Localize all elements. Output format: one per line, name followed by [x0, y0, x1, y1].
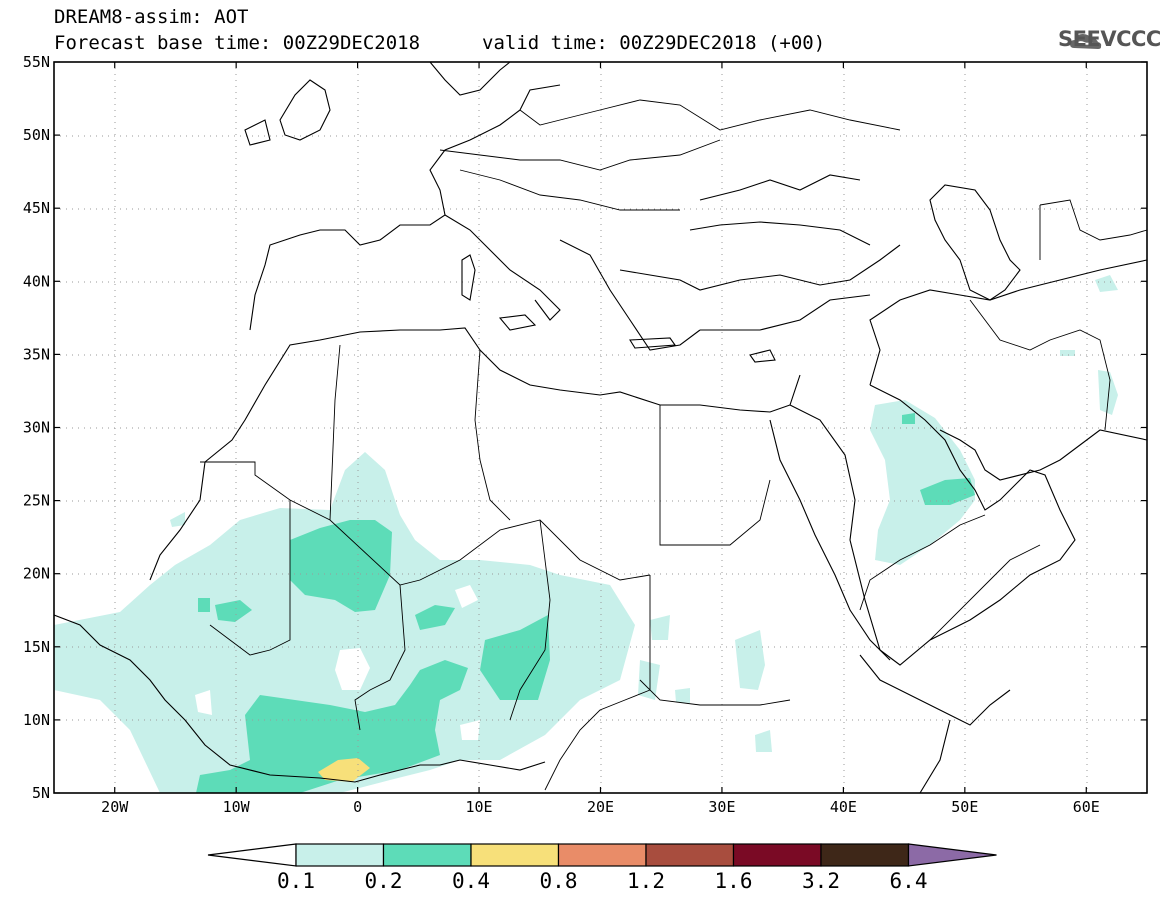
coastlines [54, 62, 1147, 793]
colorbar-level-label: 0.4 [452, 869, 490, 893]
x-tick-label: 20W [101, 798, 129, 816]
x-tick-label: 10E [466, 798, 493, 816]
y-tick-label: 15N [23, 638, 50, 656]
cloud-logo-icon [1070, 34, 1102, 49]
y-tick-label: 10N [23, 711, 50, 729]
colorbar-over-arrow [907, 843, 997, 867]
colorbar-labels: 0.1 0.2 0.4 0.8 1.2 1.6 3.2 6.4 [277, 869, 927, 893]
colorbar-swatch [382, 843, 472, 867]
valid-time: valid time: 00Z29DEC2018 (+00) [482, 32, 826, 54]
x-tick-label: 20E [587, 798, 614, 816]
colorbar-swatch [295, 843, 385, 867]
colorbar-swatch [732, 843, 822, 867]
x-tick-label: 60E [1073, 798, 1100, 816]
x-tick-label: 10W [223, 798, 251, 816]
colorbar-level-label: 6.4 [890, 869, 928, 893]
y-tick-label: 35N [23, 345, 50, 363]
title-line-1: DREAM8-assim: AOT [54, 6, 249, 28]
colorbar-swatch [470, 843, 560, 867]
y-tick-label: 55N [23, 53, 50, 71]
y-tick-label: 50N [23, 126, 50, 144]
colorbar-level-label: 3.2 [802, 869, 840, 893]
y-tick-label: 30N [23, 419, 50, 437]
colorbar-swatch [557, 843, 647, 867]
title-line-2: Forecast base time: 00Z29DEC2018 [54, 32, 421, 54]
x-tick-label: 30E [708, 798, 735, 816]
y-axis-labels: 55N 50N 45N 40N 35N 30N 25N 20N 15N 10N 5N [23, 53, 50, 802]
y-tick-label: 20N [23, 565, 50, 583]
colorbar-level-label: 0.2 [365, 869, 403, 893]
x-tick-label: 40E [830, 798, 857, 816]
colorbar-level-label: 0.1 [277, 869, 315, 893]
colorbar-level-label: 0.8 [540, 869, 578, 893]
y-tick-label: 25N [23, 492, 50, 510]
colorbar [207, 843, 997, 867]
colorbar-level-label: 1.6 [715, 869, 753, 893]
x-tick-label: 50E [951, 798, 978, 816]
y-tick-label: 5N [32, 784, 50, 802]
aot-fields [54, 275, 1118, 793]
logo-text: SEEVCCC [1058, 27, 1161, 51]
y-tick-label: 40N [23, 272, 50, 290]
colorbar-swatch [645, 843, 735, 867]
colorbar-under-arrow [207, 843, 297, 867]
colorbar-level-label: 1.2 [627, 869, 665, 893]
x-tick-label: 0 [353, 798, 362, 816]
colorbar-swatch [820, 843, 910, 867]
x-axis-labels: 20W 10W 0 10E 20E 30E 40E 50E 60E [101, 798, 1100, 816]
y-tick-label: 45N [23, 199, 50, 217]
